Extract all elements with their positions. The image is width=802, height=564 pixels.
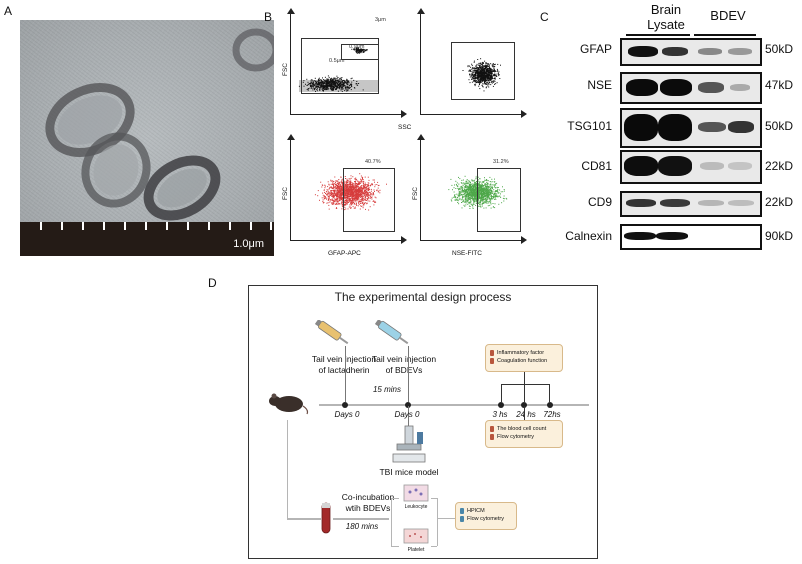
leukocyte-label: Leukocyte <box>404 504 428 510</box>
gate-0-9um-label: 0.9μm <box>349 44 365 50</box>
gate-3um-inner <box>341 44 379 60</box>
ssc-label: SSC <box>398 124 412 131</box>
wb-kd-tsg101: 50kD <box>765 119 794 133</box>
mouse-icon <box>269 393 309 415</box>
panel-c-letter: C <box>540 10 549 24</box>
tbi-model-label: TBI mice model <box>379 467 439 477</box>
flow-cytometry-label-2: Flow cytometry <box>467 516 504 522</box>
nse-percent: 31.2% <box>493 159 509 165</box>
wb-kd-nse: 47kD <box>765 78 794 92</box>
injection-lactadherin-label: Tail vein injection of lactadherin <box>311 354 377 375</box>
day0-label-a: Days 0 <box>334 410 360 419</box>
wb-row-nse <box>620 72 762 104</box>
blood-count-icon <box>490 426 494 432</box>
fsc-label-br: FSC <box>412 187 419 200</box>
bottom-info-box: The blood cell count Flow cytometry <box>485 420 563 448</box>
coagulation-function-label: Coagulation function <box>497 358 548 364</box>
wb-protein-gfap: GFAP <box>579 42 612 56</box>
gate-0-9um <box>301 38 379 94</box>
leukocyte-dish-icon <box>403 484 429 502</box>
hpicm-icon <box>460 508 464 514</box>
wb-kd-cd81: 22kD <box>765 159 794 173</box>
panel-d-letter: D <box>208 276 217 290</box>
day0-label-b: Days 0 <box>394 410 420 419</box>
timepoint-72h <box>547 402 553 408</box>
wb-protein-cd9: CD9 <box>587 195 612 209</box>
wb-protein-cd81: CD81 <box>581 159 612 173</box>
wb-row-cd9 <box>620 191 762 217</box>
syringe-icon-lactadherin <box>314 320 349 345</box>
tbi-device-icon <box>392 425 426 463</box>
gate-nse <box>477 168 521 232</box>
flow-plot-nse: 31.2% <box>417 134 527 244</box>
bdev-header: BDEV <box>710 8 746 23</box>
blood-cell-count-label: The blood cell count <box>497 426 547 432</box>
wb-row-tsg101 <box>620 108 762 148</box>
timepoint-lactadherin <box>342 402 348 408</box>
gfap-percent: 40.7% <box>365 159 381 165</box>
top-info-box: Inflammatory factor Coagulation function <box>485 344 563 372</box>
wb-kd-cd9: 22kD <box>765 195 794 209</box>
wb-protein-nse: NSE <box>587 78 612 92</box>
gfap-apc-label: GFAP-APC <box>328 250 361 257</box>
wb-protein-calnexin: Calnexin <box>565 229 612 243</box>
wb-protein-tsg101: TSG101 <box>567 119 612 133</box>
wb-row-calnexin <box>620 224 762 250</box>
hpicm-label: HPICM <box>467 508 485 514</box>
blood-tube-icon <box>321 502 331 534</box>
right-info-box: HPICM Flow cytometry <box>455 502 517 530</box>
wb-row-gfap <box>620 38 762 66</box>
gate-ssc <box>451 42 515 100</box>
header-brain: Brain <box>650 2 682 17</box>
gate-0-5um-label: 0.5μm <box>329 58 345 64</box>
flow-cytometry-icon <box>460 516 464 522</box>
gate-gfap <box>343 168 395 232</box>
flow-cytometry-label: Flow cytometry <box>497 434 534 440</box>
nse-fitc-label: NSE-FITC <box>452 250 482 257</box>
coagulation-icon <box>490 358 494 364</box>
header-lysate: Lysate <box>647 17 685 32</box>
platelet-label: Platelet <box>407 547 425 553</box>
flow-plot-ssc <box>417 8 527 118</box>
panel-a-letter: A <box>4 4 13 18</box>
time-72h-label: 72hs <box>543 410 561 419</box>
gate-3um-label: 3μm <box>375 17 386 23</box>
fsc-label-top: FSC <box>282 63 289 76</box>
wb-row-cd81 <box>620 150 762 184</box>
platelet-dish-icon <box>403 528 429 544</box>
design-process-box: The experimental design process Tail vei… <box>248 285 598 559</box>
time-3h-label: 3 hs <box>492 410 508 419</box>
flow-icon <box>490 434 494 440</box>
inflammatory-factor-label: Inflammatory factor <box>497 350 545 356</box>
interval-label: 15 mins <box>372 385 401 394</box>
inflammation-icon <box>490 350 494 356</box>
scale-bar: 1.0μm <box>20 222 274 256</box>
fsc-label-bl: FSC <box>282 187 289 200</box>
flow-plot-gfap: 40.7% <box>287 134 407 244</box>
panel-b-letter: B <box>264 10 273 24</box>
design-title: The experimental design process <box>334 290 512 304</box>
scale-label: 1.0μm <box>233 238 264 250</box>
brain-lysate-header: Brain Lysate <box>636 2 696 32</box>
timepoint-24h <box>521 402 527 408</box>
wb-kd-calnexin: 90kD <box>765 229 794 243</box>
coincubation-label: Co-incubation wtih BDEVs <box>341 492 395 513</box>
syringe-icon-bdev <box>374 320 409 345</box>
tem-image: 1.0μm <box>20 20 274 256</box>
timepoint-3h <box>498 402 504 408</box>
timeline <box>319 404 589 406</box>
wb-kd-gfap: 50kD <box>765 42 794 56</box>
flow-plot-size-gate: 3μm 0.9μm 0.5μm <box>287 8 407 118</box>
injection-bdev-label: Tail vein injection of BDEVs <box>371 354 437 375</box>
timepoint-bdev <box>405 402 411 408</box>
coincubation-time-label: 180 mins <box>345 522 379 531</box>
time-24h-label: 24 hs <box>516 410 536 419</box>
